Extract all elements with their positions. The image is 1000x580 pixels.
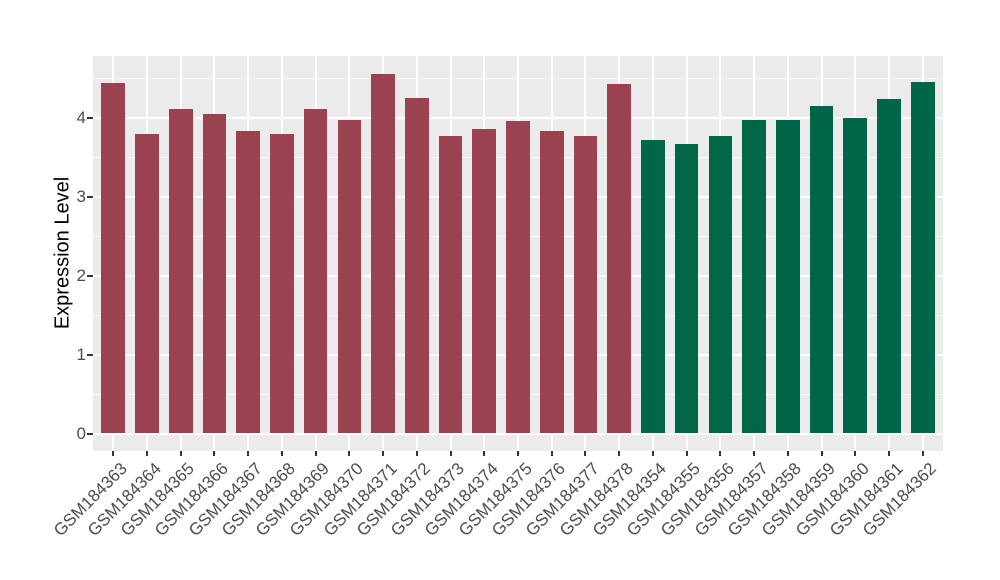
bar <box>270 134 294 434</box>
x-tick-mark <box>584 451 587 456</box>
y-tick-label: 3 <box>76 187 86 207</box>
bar <box>776 119 800 434</box>
y-tick-label: 2 <box>76 265 86 285</box>
x-tick-mark <box>213 451 216 456</box>
x-tick-mark <box>854 451 857 456</box>
y-tick-mark <box>87 432 93 435</box>
bar <box>438 135 463 434</box>
x-tick-mark <box>921 451 924 456</box>
x-tick-mark <box>651 451 654 456</box>
bar <box>809 106 834 434</box>
bar <box>236 130 260 434</box>
bar <box>101 82 126 434</box>
y-tick-mark <box>87 274 93 277</box>
x-tick-mark <box>786 451 789 456</box>
bar <box>607 83 631 434</box>
x-tick-mark <box>112 451 115 456</box>
bar <box>708 135 733 434</box>
x-tick-mark <box>280 451 283 456</box>
x-tick-mark <box>145 451 148 456</box>
bar <box>371 74 395 434</box>
x-tick-mark <box>820 451 823 456</box>
bar <box>337 119 362 434</box>
bar <box>877 98 901 434</box>
bar <box>641 139 665 434</box>
x-tick-mark <box>449 451 452 456</box>
bar <box>539 130 564 434</box>
bar <box>135 134 159 434</box>
bar <box>405 97 429 434</box>
y-tick-mark <box>87 353 93 356</box>
bar <box>168 108 193 434</box>
x-tick-mark <box>247 451 250 456</box>
x-tick-mark <box>314 451 317 456</box>
bar <box>674 143 699 434</box>
x-tick-mark <box>382 451 385 456</box>
x-tick-mark <box>888 451 891 456</box>
bar <box>843 118 868 434</box>
bar <box>742 119 766 434</box>
y-tick-label: 0 <box>76 423 86 443</box>
bar <box>506 120 530 434</box>
y-tick-label: 1 <box>76 344 86 364</box>
x-tick-mark <box>550 451 553 456</box>
plot-panel <box>93 56 943 451</box>
x-tick-mark <box>483 451 486 456</box>
x-tick-mark <box>719 451 722 456</box>
bar <box>472 128 497 434</box>
x-tick-mark <box>415 451 418 456</box>
y-tick-label: 4 <box>76 108 86 128</box>
x-tick-mark <box>618 451 621 456</box>
y-tick-mark <box>87 196 93 199</box>
x-tick-mark <box>517 451 519 456</box>
bar <box>303 108 328 434</box>
y-tick-mark <box>87 117 93 120</box>
x-tick-mark <box>348 451 351 456</box>
x-tick-mark <box>179 451 182 456</box>
x-tick-mark <box>753 451 756 456</box>
x-tick-mark <box>685 451 688 456</box>
bar <box>202 114 227 434</box>
bar <box>910 82 935 434</box>
bar <box>573 136 598 434</box>
